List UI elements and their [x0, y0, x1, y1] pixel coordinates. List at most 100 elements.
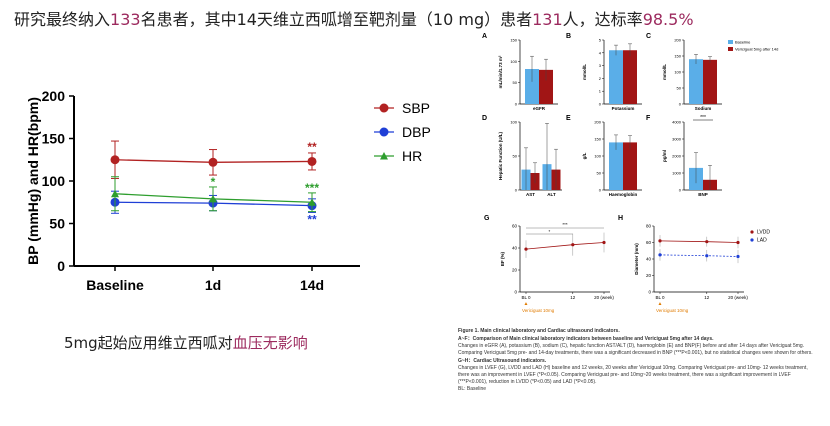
y-tick-label: 150	[42, 131, 66, 147]
y-tick-label: 0	[599, 102, 602, 107]
x-tick-label: 12	[570, 295, 576, 300]
y-tick-label: 200	[594, 120, 601, 125]
y-axis-title: EF (%)	[500, 251, 505, 266]
data-point	[658, 253, 662, 257]
bar	[623, 142, 637, 190]
panel-letter: B	[566, 33, 571, 40]
y-axis-title: mmol/L	[582, 64, 587, 80]
panel-b: B 0 1 2 3 4 5 mmol/L Potassium	[566, 33, 642, 111]
panel-letter: D	[482, 115, 487, 122]
subcaption-highlight: 血压无影响	[232, 334, 308, 352]
y-axis-title: Diameter (mm)	[634, 243, 639, 275]
data-point-sbp	[110, 155, 120, 165]
y-tick-label: 0	[515, 188, 518, 193]
panel-letter: H	[618, 215, 623, 222]
caption-gh-title: G~H：Cardiac Ultrasound indicators.	[458, 358, 547, 364]
y-tick-label: 100	[510, 59, 517, 64]
panel-a: A 0 50 100 150 mL/min/1.73 m² eGFR	[482, 33, 558, 111]
y-tick-label: 150	[594, 137, 601, 142]
legend-marker	[379, 103, 389, 113]
y-tick-label: 50	[677, 86, 682, 91]
x-tick-label: BL 0	[655, 295, 665, 300]
y-tick-label: 0	[515, 102, 518, 107]
bar	[525, 69, 539, 104]
headline-patient-count: 133	[110, 10, 141, 29]
y-axis-title: g/L	[582, 152, 587, 159]
x-tick-label: 12	[704, 295, 710, 300]
y-axis-title: pg/ml	[662, 150, 667, 162]
caption-af-title: A~F：Comparison of Main clinical laborato…	[458, 336, 714, 342]
caption-gh-body: Changes in LVEF (G), LVDD and LAD (H) ba…	[458, 365, 808, 385]
y-tick-label: 2	[599, 76, 602, 81]
legend-swatch	[728, 40, 733, 44]
legend-swatch	[728, 47, 733, 51]
y-tick-label: 100	[510, 120, 517, 125]
y-tick-label: 100	[594, 154, 601, 159]
panel-h: H 0 20 40 60 80 Diameter (mm) BL 0 12 20 (week) LV…	[618, 215, 770, 313]
y-tick-label: 0	[599, 188, 602, 193]
data-point	[524, 247, 528, 251]
y-tick-label: 60	[512, 224, 518, 229]
y-tick-label: 3000	[672, 137, 682, 142]
panel-e: E 0 50 100 150 200 g/L Haemoglobin	[566, 115, 642, 197]
arrow-marker: ▲	[658, 301, 663, 307]
x-tick-label: Haemoglobin	[609, 192, 638, 197]
treatment-note: Vericiguat 10mg	[522, 308, 555, 313]
y-tick-label: 50	[513, 154, 518, 159]
chart-subcaption: 5mg起始应用维立西呱对血压无影响	[64, 332, 308, 353]
headline-rate: 98.5%	[642, 10, 694, 29]
series-line	[659, 254, 739, 257]
significance-label: **	[307, 212, 317, 226]
y-tick-label: 0	[57, 258, 65, 274]
significance-label: *	[211, 175, 216, 189]
data-point-sbp	[307, 156, 317, 166]
figure-caption: Figure 1. Main clinical laboratory and C…	[458, 327, 818, 393]
y-tick-label: 100	[674, 70, 681, 75]
y-tick-label: 60	[646, 240, 652, 245]
legend-label: HR	[402, 148, 422, 164]
panel-letter: G	[484, 215, 490, 222]
legend-label: LAD	[757, 238, 767, 244]
significance-label: *	[549, 229, 551, 234]
legend-marker	[750, 230, 754, 234]
legend-marker	[750, 238, 754, 242]
data-point-hr	[209, 194, 217, 203]
data-point	[736, 240, 740, 245]
y-tick-label: 0	[679, 188, 682, 193]
panel-letter: E	[566, 115, 571, 122]
legend-marker	[379, 127, 389, 137]
y-tick-label: 100	[42, 173, 66, 189]
headline-text-3: 人，达标率	[562, 10, 643, 29]
y-tick-label: 4	[599, 50, 602, 55]
y-tick-label: 200	[42, 88, 66, 104]
y-tick-label: 20	[646, 273, 652, 278]
legend-label: Baseline	[735, 40, 751, 45]
bar	[689, 59, 703, 104]
x-tick-label: ALT	[547, 192, 556, 197]
y-tick-label: 40	[512, 246, 518, 251]
y-tick-label: 0	[648, 290, 651, 295]
y-tick-label: 50	[49, 216, 65, 232]
arrow-marker: ▲	[524, 301, 529, 307]
bar	[609, 142, 623, 190]
legend-label: SBP	[402, 100, 430, 116]
caption-abbr: BL: Baseline	[458, 386, 487, 392]
y-tick-label: 40	[646, 257, 652, 262]
y-tick-label: 150	[674, 54, 681, 59]
data-point	[571, 243, 575, 247]
data-point	[658, 239, 662, 243]
page-headline: 研究最终纳入133名患者，其中14天维立西呱增至靶剂量（10 mg）患者131人…	[14, 6, 694, 30]
significance-label: ***	[562, 222, 568, 227]
x-tick-label: 14d	[300, 277, 324, 293]
x-tick-label: eGFR	[533, 106, 546, 111]
y-tick-label: 4000	[672, 120, 682, 125]
data-point	[736, 254, 740, 259]
y-tick-label: 3	[599, 63, 602, 68]
bp-hr-line-chart: 0 50 100 150 200 Baseline 1d 14d BP (mmHg) and H…	[25, 88, 431, 293]
panel-letter: A	[482, 33, 487, 40]
x-tick-label: AST	[526, 192, 535, 197]
y-axis-title: mmol/L	[662, 64, 667, 80]
legend-label: DBP	[402, 124, 431, 140]
legend-label: Vericiguat 5mg after 14d	[735, 47, 778, 52]
